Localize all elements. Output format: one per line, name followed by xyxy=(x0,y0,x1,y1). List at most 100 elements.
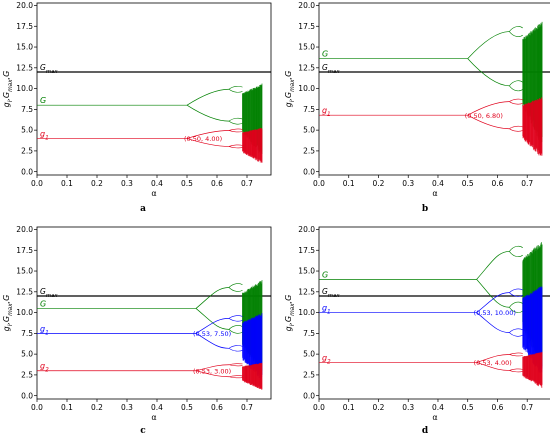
x-tick-label: 0.7 xyxy=(241,403,253,412)
bifurcation-branch xyxy=(228,117,243,122)
y-tick-label: 20.0 xyxy=(16,1,33,10)
bifurcation-branch xyxy=(476,292,510,313)
caption-b: b xyxy=(421,204,429,214)
bifurcation-branch xyxy=(228,287,243,292)
y-tick-label: 12.5 xyxy=(16,287,33,296)
x-tick-label: 0.1 xyxy=(343,179,355,188)
bifurcation-branch xyxy=(228,85,243,90)
y-tick-label: 2.5 xyxy=(21,371,33,380)
y-tick-label: 0.0 xyxy=(21,167,33,176)
x-tick-label: 0.0 xyxy=(31,403,43,412)
series-label-g_1: g1 xyxy=(40,129,49,141)
bifurcation-branch xyxy=(509,85,523,92)
x-tick-label: 0.0 xyxy=(313,403,325,412)
plot-frame xyxy=(36,2,272,176)
bifurcation-branch xyxy=(228,376,243,379)
gmax-label: Gmax xyxy=(322,63,340,75)
bifurcation-branch xyxy=(509,128,523,132)
series-label-g_1: g1 xyxy=(322,106,331,118)
bifurcation-branch xyxy=(509,332,523,337)
series-label-G: G xyxy=(40,96,46,105)
bifurcation-branch xyxy=(509,245,523,252)
caption-a: a xyxy=(140,204,146,214)
y-tick-label: 7.5 xyxy=(21,105,33,114)
y-tick-label: 2.5 xyxy=(21,147,33,156)
y-axis-label: gi,Gmax,G xyxy=(2,295,14,332)
bifurcation-branch xyxy=(228,348,243,352)
bifurcation-branch xyxy=(509,125,523,129)
gmax-label: Gmax xyxy=(40,63,58,75)
y-tick-label: 10.0 xyxy=(298,84,315,93)
y-tick-label: 7.5 xyxy=(303,105,315,114)
bifurcation-branch xyxy=(509,368,523,371)
point-annotation: (0.50, 4.00) xyxy=(184,135,222,143)
x-tick-label: 0.3 xyxy=(121,403,133,412)
series-label-g_2: g2 xyxy=(322,353,331,365)
bifurcation-branch xyxy=(476,251,510,280)
bifurcation-branch xyxy=(228,345,243,349)
y-tick-label: 15.0 xyxy=(298,267,315,276)
x-tick-label: 0.2 xyxy=(91,179,103,188)
y-axis-label: gi,Gmax,G xyxy=(284,71,296,108)
y-tick-label: 17.5 xyxy=(298,22,315,31)
bifurcation-branch xyxy=(228,130,243,133)
bifurcation-branch xyxy=(509,328,523,333)
y-tick-label: 12.5 xyxy=(16,63,33,72)
series-g_1: g1 xyxy=(319,286,543,373)
y-tick-label: 20.0 xyxy=(16,225,33,234)
x-tick-label: 0.7 xyxy=(521,403,533,412)
series-g_1: g1 xyxy=(37,128,263,163)
plot-frame xyxy=(318,2,550,176)
bifurcation-branch xyxy=(228,120,243,125)
bifurcation-branch xyxy=(228,146,243,149)
bifurcation-branch xyxy=(195,333,230,349)
bifurcation-branch xyxy=(228,315,243,319)
series-label-g_1: g1 xyxy=(322,304,331,316)
bifurcation-branch xyxy=(467,58,510,87)
caption-d: d xyxy=(421,426,429,436)
x-tick-label: 0.5 xyxy=(181,179,193,188)
point-annotation: (0.53, 4.00) xyxy=(474,359,512,367)
x-tick-label: 0.5 xyxy=(462,403,474,412)
y-tick-label: 5.0 xyxy=(303,350,315,359)
y-tick-label: 17.5 xyxy=(298,246,315,255)
y-tick-label: 20.0 xyxy=(298,225,315,234)
y-tick-label: 17.5 xyxy=(16,246,33,255)
x-tick-label: 0.7 xyxy=(521,179,533,188)
bifurcation-branch xyxy=(509,101,523,105)
bifurcation-branch xyxy=(228,318,243,322)
series-label-g_1: g1 xyxy=(40,324,49,336)
x-tick-label: 0.1 xyxy=(343,403,355,412)
x-tick-label: 0.1 xyxy=(61,403,73,412)
y-tick-label: 15.0 xyxy=(298,43,315,52)
y-tick-label: 12.5 xyxy=(298,287,315,296)
bifurcation-branch xyxy=(228,329,243,334)
bifurcation-branch xyxy=(228,128,243,131)
x-tick-label: 0.5 xyxy=(462,179,474,188)
point-annotation: (0.50, 6.80) xyxy=(465,112,503,120)
bifurcation-branch xyxy=(195,308,230,330)
x-tick-label: 0.6 xyxy=(211,179,223,188)
x-tick-label: 0.6 xyxy=(491,179,503,188)
y-tick-label: 10.0 xyxy=(298,308,315,317)
bifurcation-branch xyxy=(509,292,523,297)
bifurcation-branch xyxy=(228,89,243,93)
x-tick-label: 0.4 xyxy=(432,403,444,412)
bifurcation-branch xyxy=(509,307,523,313)
bifurcation-branch xyxy=(476,312,510,333)
y-tick-label: 15.0 xyxy=(16,43,33,52)
bifurcation-branch xyxy=(509,31,523,37)
y-axis-label: gi,Gmax,G xyxy=(284,295,296,332)
panel-a: 0.0 0.1 0.2 0.3 0.4 0.5 0.6 0.7 0.0 2.5 5.0 7.5 10.0… xyxy=(2,1,272,198)
panel-b: 0.0 0.1 0.2 0.3 0.4 0.5 0.6 0.7 0.0 2.5 5.0 7.5 10.0… xyxy=(284,1,550,198)
x-tick-label: 0.4 xyxy=(151,179,163,188)
bifurcation-branch xyxy=(228,363,243,366)
y-tick-label: 12.5 xyxy=(298,63,315,72)
plot-frame xyxy=(318,226,550,400)
point-annotation: (0.53, 3.00) xyxy=(193,367,231,375)
bifurcation-branch xyxy=(228,144,243,147)
bifurcation-branch xyxy=(186,104,230,122)
y-tick-label: 2.5 xyxy=(303,371,315,380)
